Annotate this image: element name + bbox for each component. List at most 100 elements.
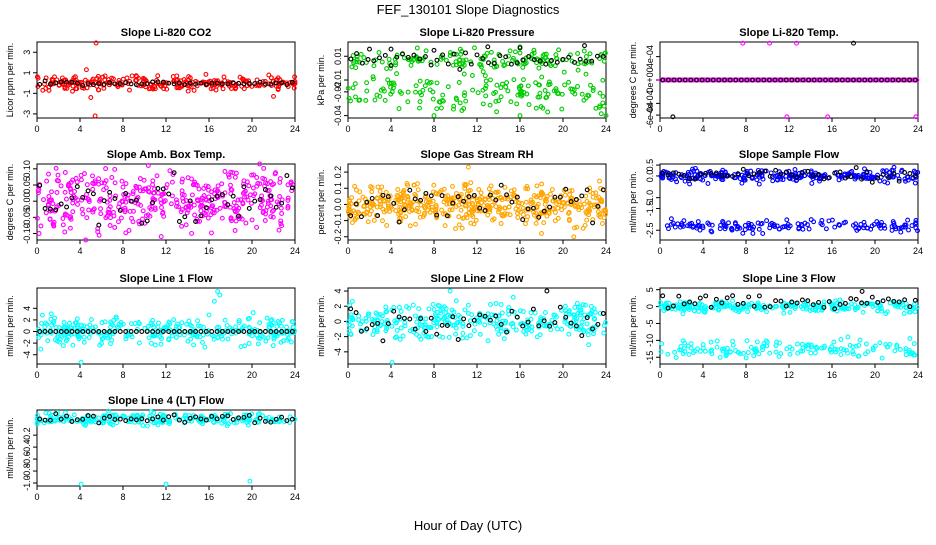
data-point	[54, 204, 60, 210]
data-point	[154, 173, 160, 179]
data-point	[289, 79, 295, 85]
data-point	[187, 83, 192, 89]
data-point	[520, 205, 526, 211]
data-point	[284, 173, 290, 179]
data-point	[482, 322, 488, 328]
series-hourly	[660, 40, 918, 120]
data-point	[246, 205, 252, 211]
data-point	[413, 221, 418, 227]
data-point	[88, 317, 94, 323]
data-point	[487, 192, 493, 198]
data-point	[169, 193, 175, 199]
data-point	[101, 81, 107, 87]
data-point	[173, 78, 179, 83]
data-point	[86, 207, 92, 213]
data-point	[508, 99, 514, 105]
data-point	[47, 206, 53, 212]
data-point	[557, 194, 563, 200]
data-point	[533, 194, 539, 200]
y-tick-label: -4	[333, 348, 343, 356]
data-point	[601, 58, 607, 64]
y-tick-label: -2.5	[645, 222, 655, 238]
series-lower	[664, 216, 920, 236]
data-point	[800, 77, 806, 83]
outlier-point	[670, 114, 676, 120]
data-point	[722, 226, 728, 232]
x-tick-label: 16	[204, 124, 214, 134]
data-point	[449, 207, 455, 213]
data-point	[601, 208, 607, 214]
data-point	[99, 320, 105, 326]
data-point	[415, 181, 420, 187]
data-point	[277, 179, 283, 185]
data-point	[855, 174, 861, 180]
data-point	[834, 77, 840, 83]
data-point	[600, 221, 605, 226]
data-point	[134, 74, 140, 80]
data-point	[284, 324, 289, 330]
data-point	[777, 226, 782, 232]
data-point	[867, 169, 873, 175]
x-tick-label: 12	[784, 124, 794, 134]
data-point	[583, 58, 589, 64]
data-point	[359, 60, 365, 66]
data-point	[867, 77, 873, 83]
data-point	[418, 197, 424, 203]
data-point	[441, 199, 447, 205]
data-point	[546, 79, 552, 85]
data-point	[107, 189, 113, 195]
data-point	[274, 199, 280, 205]
data-point	[123, 181, 129, 187]
data-point	[285, 197, 291, 203]
data-point	[171, 170, 177, 176]
data-point	[455, 337, 461, 342]
data-point	[740, 230, 746, 236]
data-point	[539, 181, 545, 187]
y-tick-label: 0.00	[22, 192, 32, 210]
data-point	[462, 90, 468, 96]
data-point	[236, 213, 242, 219]
data-point	[188, 323, 194, 329]
data-point	[485, 338, 491, 344]
data-point	[705, 77, 711, 83]
data-point	[810, 172, 816, 178]
data-point	[158, 341, 164, 347]
data-point	[703, 293, 709, 299]
data-point	[887, 341, 893, 347]
data-point	[407, 316, 413, 322]
data-point	[125, 332, 131, 338]
data-point	[159, 336, 164, 341]
data-point	[857, 337, 863, 343]
data-point	[219, 81, 225, 87]
data-point	[228, 186, 234, 192]
data-point	[364, 80, 370, 86]
data-point	[38, 346, 44, 352]
data-point	[434, 57, 440, 63]
data-point	[459, 225, 465, 231]
data-point	[385, 203, 391, 209]
data-point	[228, 216, 234, 222]
data-point	[480, 69, 486, 75]
data-point	[799, 297, 805, 303]
data-point	[155, 79, 161, 85]
x-tick-label: 8	[120, 246, 125, 256]
data-point	[470, 214, 476, 219]
data-point	[242, 194, 248, 200]
data-point	[69, 79, 75, 85]
data-point	[434, 80, 440, 86]
data-point	[513, 327, 519, 333]
y-tick-label: 0.2	[333, 166, 343, 179]
data-point	[508, 188, 514, 194]
data-point	[869, 179, 875, 185]
data-point	[722, 77, 727, 83]
data-point	[913, 174, 919, 180]
data-point	[120, 184, 126, 190]
data-point	[573, 197, 579, 202]
data-point	[161, 86, 167, 92]
data-point	[38, 223, 44, 229]
data-point	[47, 216, 53, 222]
data-point	[69, 195, 75, 201]
data-point	[780, 177, 786, 183]
data-point	[266, 72, 272, 78]
data-point	[885, 175, 891, 180]
